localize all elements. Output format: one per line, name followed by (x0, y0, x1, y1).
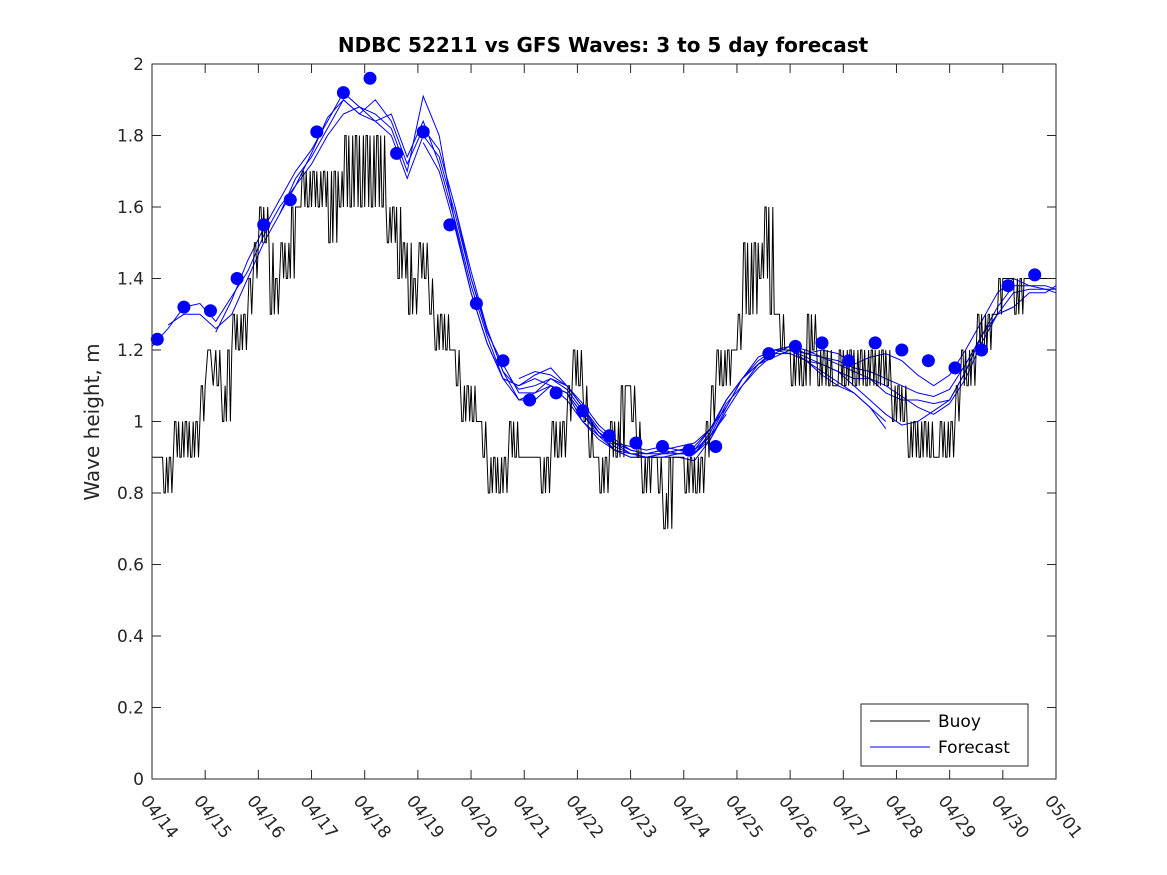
y-axis-label: Wave height, m (80, 343, 104, 500)
chart-title: NDBC 52211 vs GFS Waves: 3 to 5 day fore… (338, 33, 869, 57)
forecast-marker (975, 343, 989, 357)
legend: Buoy Forecast (860, 703, 1029, 767)
forecast-markers (150, 71, 1042, 457)
forecast-marker (629, 436, 643, 450)
forecast-marker (443, 218, 457, 232)
forecast-marker (283, 193, 297, 207)
forecast-marker (230, 272, 244, 285)
y-tick-label: 2 (133, 55, 144, 75)
forecast-marker (496, 354, 510, 368)
forecast-marker (602, 429, 616, 443)
forecast-marker (576, 404, 590, 418)
forecast-marker (682, 443, 696, 457)
y-tick-label: 0.2 (117, 699, 144, 719)
forecast-marker (549, 386, 563, 400)
y-tick-label: 1.8 (117, 127, 144, 147)
y-tick-label: 1.4 (117, 270, 144, 290)
forecast-marker (868, 336, 882, 350)
forecast-marker (895, 343, 909, 357)
forecast-marker (204, 304, 217, 318)
y-tick-label: 1.2 (117, 341, 144, 361)
forecast-marker (523, 393, 537, 407)
forecast-marker (363, 71, 377, 85)
forecast-marker (709, 440, 723, 453)
forecast-marker (948, 361, 962, 375)
plot-area (152, 64, 1056, 779)
legend-forecast-label: Forecast (938, 738, 1010, 758)
y-axis: 0 0.2 0.4 0.6 0.8 1 1.2 1.4 1.6 1.8 2 (117, 55, 1056, 790)
forecast-marker (390, 146, 404, 160)
forecast-marker (656, 440, 669, 453)
forecast-marker (336, 86, 350, 100)
y-tick-label: 1.6 (117, 198, 144, 218)
forecast-marker (1028, 268, 1042, 282)
forecast-marker (921, 354, 935, 368)
forecast-marker (177, 300, 191, 314)
forecast-marker (815, 336, 829, 350)
y-tick-label: 0.8 (117, 484, 144, 504)
forecast-series-line (454, 206, 887, 458)
forecast-marker (416, 125, 430, 139)
forecast-marker (150, 332, 164, 346)
forecast-marker (1001, 279, 1015, 293)
forecast-marker (762, 347, 776, 361)
forecast-marker (469, 297, 483, 310)
legend-buoy-label: Buoy (938, 712, 981, 732)
y-tick-label: 0.6 (117, 556, 144, 576)
legend-box (860, 703, 1029, 767)
buoy-line (152, 135, 1056, 530)
y-tick-label: 1 (133, 413, 144, 433)
forecast-marker (788, 339, 802, 353)
forecast-marker (257, 218, 271, 232)
y-tick-label: 0 (133, 770, 144, 790)
buoy-series-line (152, 135, 1056, 530)
forecast-marker (842, 354, 856, 368)
forecast-marker (310, 125, 324, 139)
y-tick-label: 0.4 (117, 627, 144, 647)
